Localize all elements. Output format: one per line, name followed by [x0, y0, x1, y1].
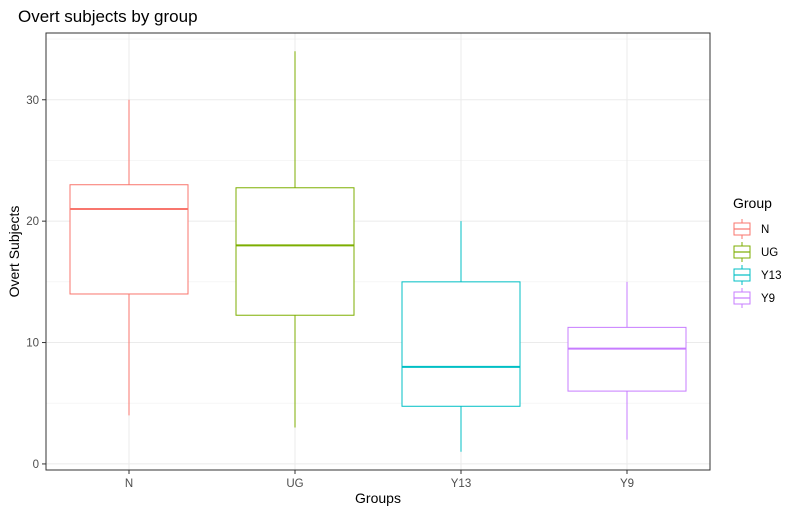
box-iqr: [567, 326, 687, 392]
legend-item-y9: Y9: [733, 288, 775, 308]
legend-label: UG: [761, 247, 778, 259]
box-ug: [235, 51, 355, 428]
box-iqr: [401, 281, 521, 407]
y-tick-label: 20: [26, 216, 39, 228]
x-tick-label: N: [125, 478, 133, 490]
x-tick-label: UG: [286, 478, 303, 490]
x-tick-label: Y9: [620, 478, 634, 490]
x-tick-label: Y13: [451, 478, 471, 490]
legend-label: N: [761, 224, 769, 236]
plot-panel-border: [45, 32, 711, 471]
legend-item-n: N: [733, 219, 769, 239]
chart-title: Overt subjects by group: [18, 7, 198, 26]
legend-item-y13: Y13: [733, 265, 781, 285]
y-axis-title: Overt Subjects: [6, 206, 22, 298]
legend-label: Y13: [761, 270, 781, 282]
y-tick-label: 10: [26, 338, 39, 350]
box-y9: [567, 281, 687, 440]
box-y13: [401, 221, 521, 452]
box-iqr: [69, 184, 189, 295]
legend-label: Y9: [761, 293, 775, 305]
legend-title: Group: [733, 195, 772, 211]
y-axis: 0 10 20 30: [26, 95, 46, 471]
x-axis: N UG Y13 Y9: [125, 470, 634, 490]
legend-item-ug: UG: [733, 242, 778, 262]
box-series: [69, 51, 687, 452]
y-tick-label: 30: [26, 95, 39, 107]
y-tick-label: 0: [33, 459, 39, 471]
x-axis-title: Groups: [355, 490, 401, 506]
box-iqr: [235, 187, 355, 316]
box-n: [69, 99, 189, 416]
legend: Group N UG Y13 Y9: [733, 195, 781, 308]
